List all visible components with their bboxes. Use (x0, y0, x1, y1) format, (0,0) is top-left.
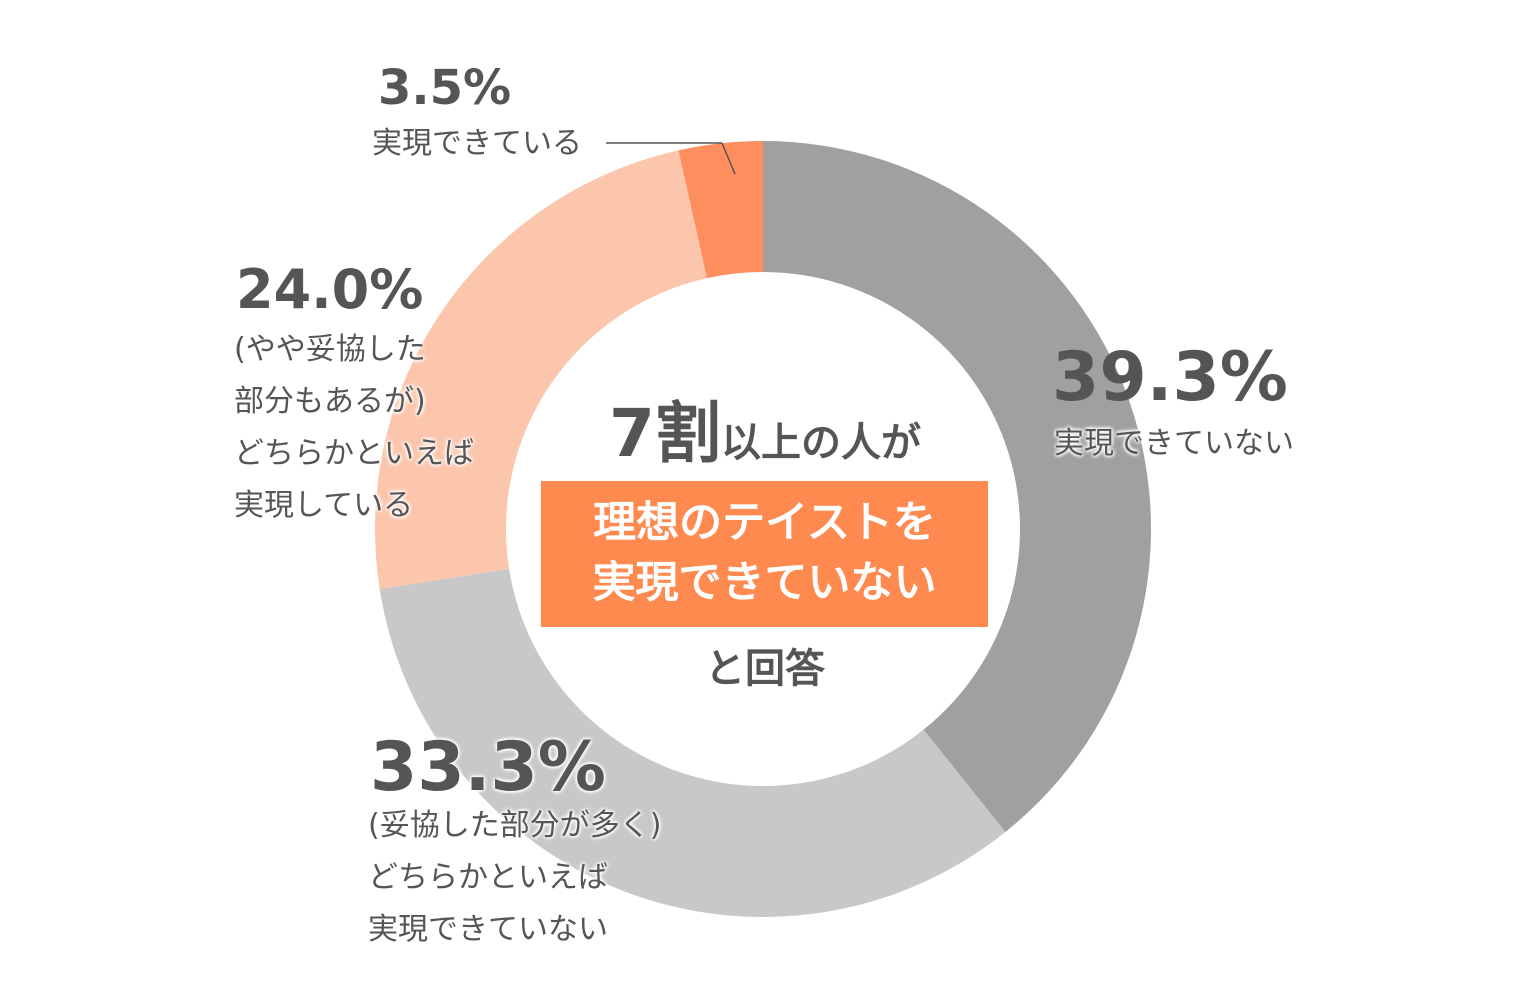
segment-label-line: (やや妥協した (234, 332, 426, 367)
center-headline-small: 以上の人が (720, 420, 921, 466)
segment-label-line: どちらかといえば (368, 860, 608, 895)
percent-label-33-3: 33.3% (370, 728, 606, 807)
center-highlight-box: 理想のテイストを 実現できていない (541, 481, 988, 627)
donut-segment-39-3 (763, 141, 1151, 832)
donut-segment-24-0 (375, 150, 707, 590)
center-highlight-line: 理想のテイストを (593, 498, 936, 548)
center-footer: と回答 (705, 646, 825, 692)
center-highlight-line: 実現できていない (592, 558, 937, 608)
segment-label-3-5: 実現できている (372, 118, 582, 170)
segment-label-39-3: 実現できていない (1054, 418, 1294, 470)
segment-label-line: (妥協した部分が多く) (368, 808, 662, 843)
segment-label-line: 部分もあるが) (234, 384, 426, 419)
segment-label-line: 実現している (234, 488, 414, 523)
segment-label-line: 実現できていない (368, 912, 608, 947)
percent-label-24-0: 24.0% (236, 258, 424, 321)
segment-label-33-3: (妥協した部分が多く) どちらかといえば 実現できていない (368, 800, 661, 956)
center-headline-big: 7割 (609, 395, 721, 472)
segment-label-line: 実現できていない (1054, 426, 1294, 461)
percent-label-3-5: 3.5% (378, 60, 512, 116)
donut-segment-33-3 (379, 568, 1006, 917)
segment-label-line: 実現できている (372, 126, 582, 161)
leader-line-3-5-diag (721, 142, 736, 175)
segment-label-line: どちらかといえば (234, 436, 474, 471)
segment-label-24-0: (やや妥協した 部分もあるが) どちらかといえば 実現している (234, 324, 474, 532)
donut-segment-3-5 (678, 141, 763, 279)
center-headline: 7割以上の人が (565, 380, 965, 476)
percent-label-39-3: 39.3% (1052, 338, 1288, 417)
